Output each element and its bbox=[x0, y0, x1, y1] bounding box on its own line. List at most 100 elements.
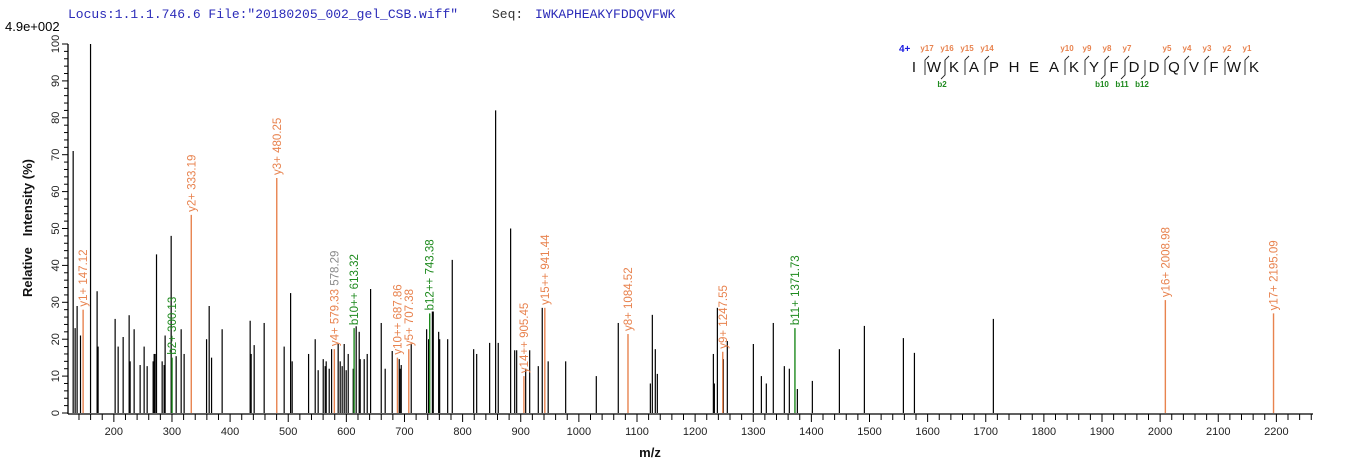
y-ion-label: y7 bbox=[1123, 44, 1132, 53]
x-tick-label: 1200 bbox=[683, 426, 707, 438]
x-tick-label: 2000 bbox=[1148, 426, 1172, 438]
y-ion-label: y9 bbox=[1083, 44, 1092, 53]
y-tick-label: 90 bbox=[50, 75, 62, 87]
locus-file-title: Locus:1.1.1.746.6 File:"20180205_002_gel… bbox=[68, 7, 458, 22]
y-ion-cleavage-mark bbox=[1084, 55, 1090, 75]
peak-label-text: y9+ 1247.55 bbox=[718, 285, 730, 349]
y-ion-label: y17 bbox=[920, 44, 934, 53]
axes: 200 300 400 500 600 700 800 900 1000 1100 1200 1300… bbox=[50, 35, 1313, 438]
peak-label-text: y16+ 2008.98 bbox=[1160, 227, 1172, 297]
y-ion-cleavage-mark bbox=[1244, 55, 1250, 75]
y-ion-label: y10 bbox=[1060, 44, 1074, 53]
x-tick-label: 2200 bbox=[1264, 426, 1288, 438]
peak-label: y3+ 480.25 bbox=[272, 118, 284, 175]
y-ion-cleavage-mark bbox=[1224, 55, 1230, 75]
peaks bbox=[72, 44, 994, 413]
residue: H bbox=[1009, 59, 1020, 76]
b-ion-label: b2 bbox=[937, 80, 947, 89]
y-ion-label: y14 bbox=[980, 44, 994, 53]
residue: Q bbox=[1168, 59, 1180, 76]
y-ion-cleavage-mark bbox=[964, 55, 970, 75]
charge-state: 4+ bbox=[899, 44, 911, 55]
peak-annotations: y1+ 147.12 b2+ 300.13 y2+ 333.19 y3+ 480.25… bbox=[78, 118, 1281, 413]
peak-label-text: y4+ 579.33 bbox=[329, 289, 341, 346]
residue: I bbox=[912, 59, 916, 76]
x-axis-label: m/z bbox=[639, 445, 661, 460]
y-ion-cleavage-mark bbox=[1164, 55, 1170, 75]
x-tick-label: 900 bbox=[512, 426, 530, 438]
peak-label: y16+ 2008.98 bbox=[1160, 227, 1172, 297]
x-tick-label: 1700 bbox=[974, 426, 998, 438]
peak-label-text: y15++ 941.44 bbox=[540, 234, 552, 305]
x-tick-label: 1300 bbox=[741, 426, 765, 438]
y-tick-label: 30 bbox=[50, 296, 62, 308]
residue: F bbox=[1209, 59, 1218, 76]
residue: P bbox=[989, 59, 999, 76]
peak-label-text: y1+ 147.12 bbox=[78, 249, 90, 306]
peak-label-text: y2+ 333.19 bbox=[186, 155, 198, 212]
x-tick-label: 1500 bbox=[857, 426, 881, 438]
residue: D bbox=[1129, 59, 1140, 76]
residue: K bbox=[1249, 59, 1259, 76]
x-tick-label: 400 bbox=[221, 426, 239, 438]
x-tick-label: 300 bbox=[163, 426, 181, 438]
x-tick-label: 600 bbox=[337, 426, 355, 438]
y-ion-label: y15 bbox=[960, 44, 974, 53]
b-ion-cleavage-mark bbox=[940, 60, 946, 80]
y-ion-label: y5 bbox=[1163, 44, 1172, 53]
x-tick-label: 1900 bbox=[1090, 426, 1114, 438]
peak-label-text: b12++ 743.38 bbox=[425, 239, 437, 310]
y-tick-label: 50 bbox=[50, 222, 62, 234]
residue: W bbox=[927, 59, 942, 76]
y-ion-cleavage-mark bbox=[984, 55, 990, 75]
peak-label: y1+ 147.12 bbox=[78, 249, 90, 306]
y-ion-cleavage-mark bbox=[1184, 55, 1190, 75]
peak-label-text: y17+ 2195.09 bbox=[1269, 240, 1281, 310]
peak-label-text: y3+ 480.25 bbox=[272, 118, 284, 175]
x-tick-label: 1600 bbox=[915, 426, 939, 438]
residue: E bbox=[1029, 59, 1039, 76]
y-tick-label: 80 bbox=[50, 112, 62, 124]
residue: W bbox=[1227, 59, 1242, 76]
x-tick-label: 1000 bbox=[567, 426, 591, 438]
x-tick-label: 700 bbox=[395, 426, 413, 438]
peak-label: y15++ 941.44 bbox=[540, 234, 552, 305]
seq-label: Seq: bbox=[492, 7, 523, 22]
b-ion-label: b10 bbox=[1095, 80, 1109, 89]
b-ion-cleavage-mark bbox=[1120, 60, 1126, 80]
peak-label: b2+ 300.13 bbox=[167, 297, 179, 355]
y-tick-label: 60 bbox=[50, 185, 62, 197]
y-ion-label: y3 bbox=[1203, 44, 1212, 53]
residue: K bbox=[1069, 59, 1079, 76]
peak-label-text: b11+ 1371.73 bbox=[790, 255, 802, 325]
residue: K bbox=[949, 59, 959, 76]
peak-label-text: y8+ 1084.52 bbox=[623, 267, 635, 331]
peak-label-text: b10++ 613.32 bbox=[349, 254, 361, 325]
y-ion-cleavage-mark bbox=[1064, 55, 1070, 75]
peak-label: y10++ 687.86 bbox=[392, 284, 404, 354]
residue: Y bbox=[1089, 59, 1099, 76]
peak-label-alt: 578.29 bbox=[329, 251, 341, 289]
y-axis-label: Relative Intensity (%) bbox=[20, 159, 35, 297]
peak-label: b12++ 743.38 bbox=[425, 239, 437, 310]
peak-label-text: y14++ 905.45 bbox=[519, 303, 531, 373]
y-tick-label: 70 bbox=[50, 149, 62, 161]
x-tick-label: 1400 bbox=[799, 426, 823, 438]
x-tick-label: 800 bbox=[453, 426, 471, 438]
y-ion-cleavage-mark bbox=[924, 55, 930, 75]
y-tick-label: 20 bbox=[50, 333, 62, 345]
x-tick-label: 2100 bbox=[1206, 426, 1230, 438]
residue: A bbox=[1049, 59, 1059, 76]
y-ion-label: y16 bbox=[940, 44, 954, 53]
b-ion-cleavage-mark bbox=[1100, 60, 1106, 80]
peak-label: y2+ 333.19 bbox=[186, 155, 198, 212]
y-tick-label: 100 bbox=[50, 35, 62, 53]
y-ion-label: y1 bbox=[1243, 44, 1252, 53]
b-ion-label: b12 bbox=[1135, 80, 1149, 89]
y-tick-label: 0 bbox=[50, 410, 62, 416]
seq-value: IWKAPHEAKYFDDQVFWK bbox=[535, 7, 676, 22]
peak-label-text: y5+ 707.38 bbox=[404, 289, 416, 346]
residue: V bbox=[1189, 59, 1199, 76]
residue: F bbox=[1109, 59, 1118, 76]
